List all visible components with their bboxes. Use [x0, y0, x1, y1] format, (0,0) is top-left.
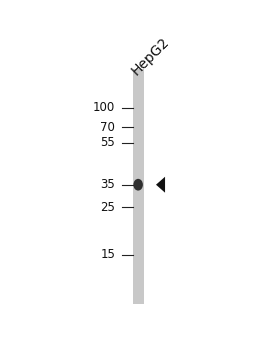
Text: 25: 25	[100, 201, 115, 213]
Bar	[133, 69, 144, 303]
Text: 35: 35	[101, 178, 115, 191]
Polygon shape	[156, 177, 165, 193]
Text: 100: 100	[93, 101, 115, 114]
Ellipse shape	[133, 179, 143, 191]
Text: 15: 15	[100, 248, 115, 261]
Text: 70: 70	[100, 121, 115, 134]
Text: HepG2: HepG2	[128, 35, 172, 78]
Text: 55: 55	[101, 136, 115, 149]
